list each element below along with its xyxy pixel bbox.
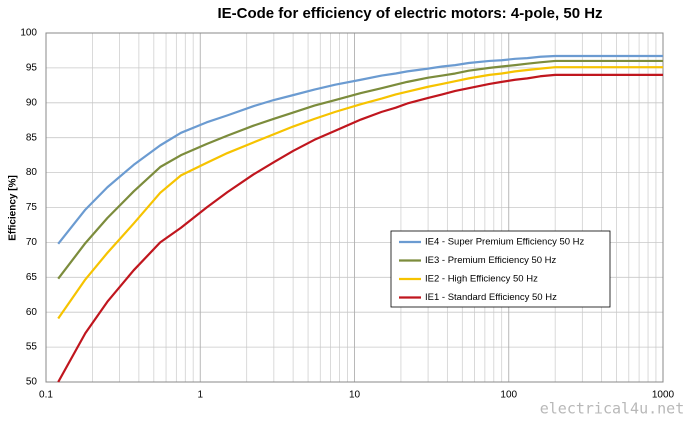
legend-label: IE4 - Super Premium Efficiency 50 Hz bbox=[425, 237, 585, 248]
x-tick-label: 100 bbox=[500, 390, 517, 401]
y-tick-label: 70 bbox=[26, 237, 38, 248]
y-tick-label: 100 bbox=[20, 28, 37, 39]
legend-box bbox=[390, 230, 611, 308]
y-tick-label: 95 bbox=[26, 63, 38, 74]
legend-label: IE3 - Premium Efficiency 50 Hz bbox=[425, 255, 557, 266]
line-series bbox=[57, 54, 663, 245]
chart-title: IE-Code for efficiency of electric motor… bbox=[217, 5, 602, 22]
y-tick-label: 65 bbox=[26, 272, 38, 283]
y-tick-label: 85 bbox=[26, 132, 38, 143]
y-tick-label: 55 bbox=[26, 342, 38, 353]
plot-frame bbox=[45, 32, 664, 383]
y-tick-label: 60 bbox=[26, 307, 38, 318]
x-tick-label: 1 bbox=[197, 390, 203, 401]
legend-label: IE2 - High Efficiency 50 Hz bbox=[425, 274, 538, 285]
y-tick-label: 90 bbox=[26, 97, 38, 108]
legend-label: IE1 - Standard Efficiency 50 Hz bbox=[425, 292, 557, 303]
y-tick-label: 50 bbox=[26, 377, 38, 388]
y-tick-label: 75 bbox=[26, 202, 38, 213]
x-tick-label: 10 bbox=[349, 390, 361, 401]
y-tick-label: 80 bbox=[26, 167, 38, 178]
x-tick-label: 0.1 bbox=[39, 390, 53, 401]
line-series bbox=[57, 73, 663, 383]
x-tick-label: 1000 bbox=[652, 390, 675, 401]
line-series bbox=[57, 59, 663, 280]
line-series bbox=[57, 66, 663, 320]
watermark: electrical4u.net bbox=[540, 400, 685, 418]
y-axis-label: Efficiency [%] bbox=[8, 175, 19, 241]
